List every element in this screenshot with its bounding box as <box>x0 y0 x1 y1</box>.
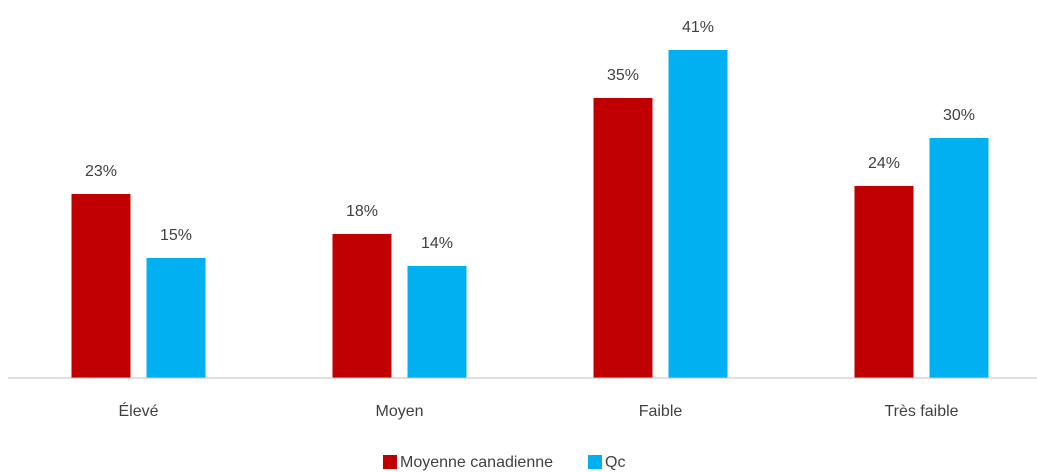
data-label: 23% <box>85 163 117 180</box>
legend-swatch <box>383 455 397 469</box>
bar <box>929 138 989 378</box>
x-tick-label: Faible <box>639 403 683 420</box>
legend-label: Qc <box>605 454 625 471</box>
data-label: 35% <box>607 67 639 84</box>
legend-label: Moyenne canadienne <box>400 454 553 471</box>
bar <box>71 194 131 378</box>
x-tick-label: Élevé <box>118 401 158 420</box>
data-label: 24% <box>868 155 900 172</box>
bar <box>668 50 728 378</box>
bar <box>146 258 206 378</box>
x-tick-label: Moyen <box>375 403 423 420</box>
bar <box>854 186 914 378</box>
data-label: 14% <box>421 235 453 252</box>
data-label: 30% <box>943 107 975 124</box>
data-label: 15% <box>160 227 192 244</box>
bar <box>332 234 392 378</box>
bar <box>407 266 467 378</box>
data-label: 41% <box>682 19 714 36</box>
legend-swatch <box>588 455 603 469</box>
bar <box>593 98 653 378</box>
data-label: 18% <box>346 203 378 220</box>
x-tick-label: Très faible <box>884 403 958 420</box>
